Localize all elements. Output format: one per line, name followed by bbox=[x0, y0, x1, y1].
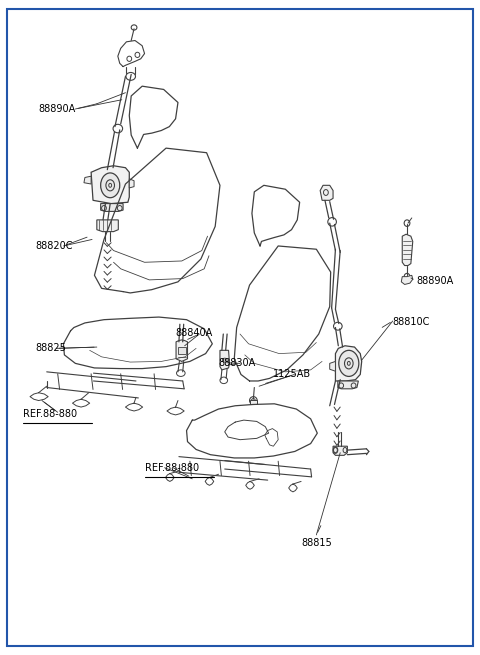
Text: 1125AB: 1125AB bbox=[274, 369, 312, 379]
Polygon shape bbox=[320, 185, 333, 200]
Text: 88825: 88825 bbox=[36, 343, 67, 353]
Polygon shape bbox=[338, 381, 359, 389]
Text: REF.88-880: REF.88-880 bbox=[23, 409, 77, 419]
Text: 88830A: 88830A bbox=[218, 358, 256, 368]
Polygon shape bbox=[401, 275, 413, 284]
Bar bbox=[178, 347, 186, 354]
Polygon shape bbox=[402, 234, 413, 265]
Text: 88820C: 88820C bbox=[36, 241, 73, 251]
Polygon shape bbox=[97, 220, 118, 232]
Polygon shape bbox=[333, 446, 348, 455]
Polygon shape bbox=[330, 362, 336, 371]
Text: 88890A: 88890A bbox=[38, 104, 75, 114]
Text: 88840A: 88840A bbox=[176, 328, 213, 338]
Polygon shape bbox=[176, 340, 188, 362]
Text: 88815: 88815 bbox=[301, 538, 332, 548]
Bar bbox=[250, 400, 257, 404]
Polygon shape bbox=[336, 346, 362, 381]
Polygon shape bbox=[220, 350, 229, 370]
Ellipse shape bbox=[101, 173, 120, 198]
Polygon shape bbox=[91, 166, 129, 204]
Ellipse shape bbox=[339, 350, 359, 377]
Text: REF.88-880: REF.88-880 bbox=[144, 462, 199, 473]
Polygon shape bbox=[129, 179, 134, 188]
Polygon shape bbox=[101, 204, 123, 212]
Polygon shape bbox=[84, 176, 91, 184]
Text: 88810C: 88810C bbox=[393, 317, 430, 328]
Text: 88890A: 88890A bbox=[417, 276, 454, 286]
